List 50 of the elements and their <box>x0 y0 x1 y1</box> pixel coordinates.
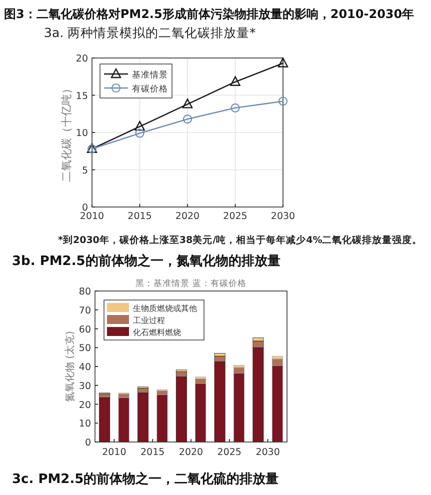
x-tick-label: 2010 <box>80 211 104 222</box>
bar <box>195 383 206 442</box>
chart-title: 3b. PM2.5的前体物之一，氮氧化物的排放量 <box>12 253 280 269</box>
legend-label: 工业过程 <box>133 316 165 325</box>
legend-label: 有碳价格 <box>132 84 168 94</box>
x-tick-label: 2020 <box>178 447 204 458</box>
bar <box>99 397 110 442</box>
y-tick-label: 20 <box>76 54 88 64</box>
x-tick-label: 2030 <box>270 211 296 222</box>
point <box>134 120 145 131</box>
x-tick-label: 2010 <box>102 447 126 458</box>
y-axis-title: 二氧化碳（十亿吨） <box>60 83 73 182</box>
y-tick-label: 80 <box>78 286 91 298</box>
y-tick-label: 60 <box>78 324 91 336</box>
y-tick-label: 5 <box>82 165 88 176</box>
chart-subtitle: 黑：基准情景 蓝：有碳价格 <box>136 278 246 289</box>
text: *到2030年，碳价格上涨至38美元/吨，相当于每年减少4%二氧化碳排放量强度。 <box>58 234 422 246</box>
chart-subtitle: 3a. 两种情景模拟的二氧化碳排放量* <box>44 25 256 40</box>
y-tick-label: 70 <box>78 305 91 316</box>
point <box>278 96 288 106</box>
y-tick-label: 40 <box>78 362 91 373</box>
legend-label: 生物质燃烧或其他 <box>133 304 197 313</box>
y-tick-label: 0 <box>82 202 88 214</box>
chart-title: 图3：二氧化碳价格对PM2.5形成前体污染物排放量的影响，2010-2030年 <box>4 7 414 21</box>
x-tick-label: 2030 <box>256 447 280 458</box>
y-tick-label: 30 <box>78 380 91 392</box>
y-tick-label: 0 <box>84 438 91 448</box>
y-tick-label: 50 <box>78 343 91 354</box>
point <box>182 98 193 108</box>
y-axis-title: 氮氧化物 (太克) <box>64 330 76 402</box>
point <box>230 103 240 112</box>
x-tick-label: 2025 <box>217 447 242 458</box>
y-tick-label: 15 <box>76 90 88 102</box>
point <box>230 76 240 86</box>
legend-label: 化石燃料燃烧 <box>133 328 181 337</box>
x-tick-label: 2025 <box>223 211 248 222</box>
point <box>135 128 144 138</box>
bar <box>118 397 130 442</box>
point <box>278 58 288 68</box>
x-tick-label: 2015 <box>128 211 152 222</box>
point <box>182 114 192 124</box>
text: 3c. PM2.5的前体物之一，二氧化硫的排放量 <box>12 471 279 487</box>
y-tick-label: 20 <box>78 400 91 411</box>
x-tick-label: 2020 <box>175 211 200 222</box>
legend-label: 基准情景 <box>132 70 168 80</box>
y-tick-label: 10 <box>78 418 91 430</box>
x-tick-label: 2015 <box>140 447 165 458</box>
y-tick-label: 10 <box>76 128 88 139</box>
bar <box>156 394 168 442</box>
bar <box>138 392 148 442</box>
